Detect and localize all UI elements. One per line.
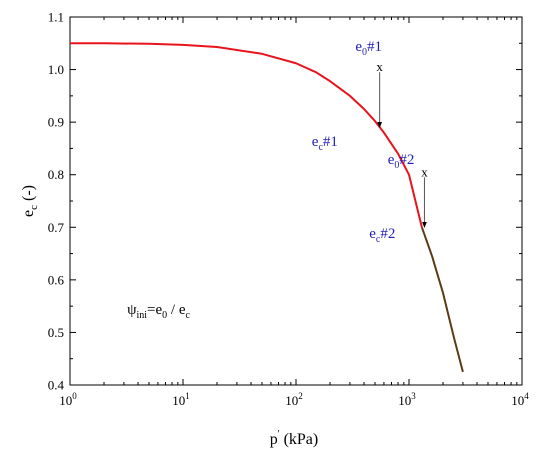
arrow-2-mark: x [421, 164, 428, 179]
y-tick-label: 0.7 [48, 220, 65, 235]
y-tick-label: 0.6 [48, 272, 65, 287]
x-tick-label: 102 [285, 391, 303, 408]
annotation-e0-2: e0#2 [388, 152, 415, 171]
x-tick-label: 100 [59, 391, 77, 408]
y-tick-label: 0.4 [48, 378, 65, 393]
formula-label: ψini=e0 / ec [127, 302, 190, 321]
annotation-e0-1: e0#1 [355, 39, 382, 58]
y-axis-label: ec (-) [20, 185, 40, 217]
x-axis-label: p' (kPa) [270, 429, 318, 448]
x-tick-label: 103 [398, 391, 416, 408]
annotation-ec-2: ec#2 [369, 226, 395, 245]
y-tick-label: 1.0 [48, 62, 64, 77]
annotation-ec-1: ec#1 [312, 134, 338, 153]
plot-frame [69, 16, 523, 386]
series-line-1 [70, 42, 423, 228]
series-line-2 [420, 226, 464, 373]
y-tick-label: 0.8 [48, 167, 64, 182]
x-tick-label: 104 [511, 391, 529, 408]
y-tick-label: 0.9 [48, 115, 64, 130]
arrow-1-mark: x [376, 59, 383, 74]
x-tick-label: 101 [172, 391, 190, 408]
y-tick-label: 1.1 [48, 10, 64, 25]
y-tick-label: 0.5 [48, 325, 64, 340]
